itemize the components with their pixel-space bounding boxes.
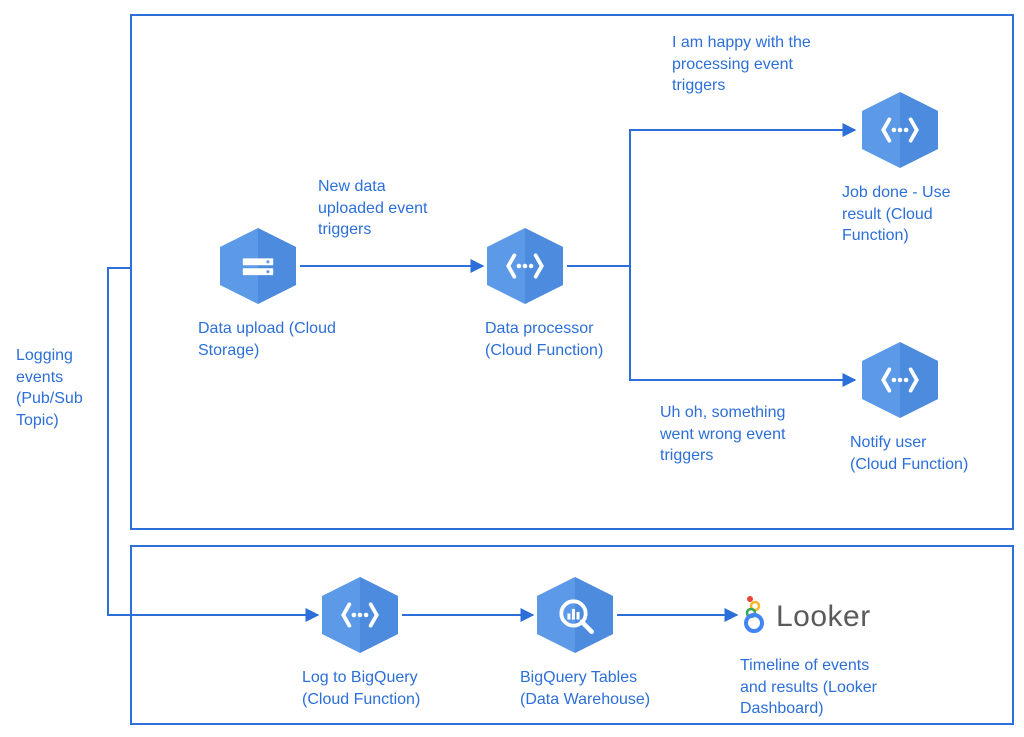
- looker-logo-icon: [740, 595, 768, 638]
- bigquery-tables-node: [537, 571, 613, 659]
- notify-user-node: [862, 336, 938, 424]
- edge-label-uhoh: Uh oh, something went wrong event trigge…: [660, 402, 840, 467]
- data-processor-node: [487, 222, 563, 310]
- looker-caption: Timeline of events and results (Looker D…: [740, 655, 930, 720]
- log2bq-caption: Log to BigQuery (Cloud Function): [302, 667, 472, 710]
- data-upload-node: [220, 222, 296, 310]
- notify-caption: Notify user (Cloud Function): [850, 432, 1020, 475]
- log-to-bigquery-node: [322, 571, 398, 659]
- bqtables-caption: BigQuery Tables (Data Warehouse): [520, 667, 690, 710]
- upload-caption: Data upload (Cloud Storage): [198, 318, 368, 361]
- edge-label-happy: I am happy with the processing event tri…: [672, 32, 852, 97]
- looker-wordmark: Looker: [776, 600, 871, 634]
- jobdone-caption: Job done - Use result (Cloud Function): [842, 182, 1012, 247]
- job-done-node: [862, 86, 938, 174]
- process-caption: Data processor (Cloud Function): [485, 318, 655, 361]
- e-logging-bus: [108, 268, 130, 615]
- logging-events-label: Logging events (Pub/Sub Topic): [16, 345, 116, 431]
- edge-label-new-data: New data uploaded event triggers: [318, 176, 498, 241]
- looker-node: Looker: [740, 595, 871, 638]
